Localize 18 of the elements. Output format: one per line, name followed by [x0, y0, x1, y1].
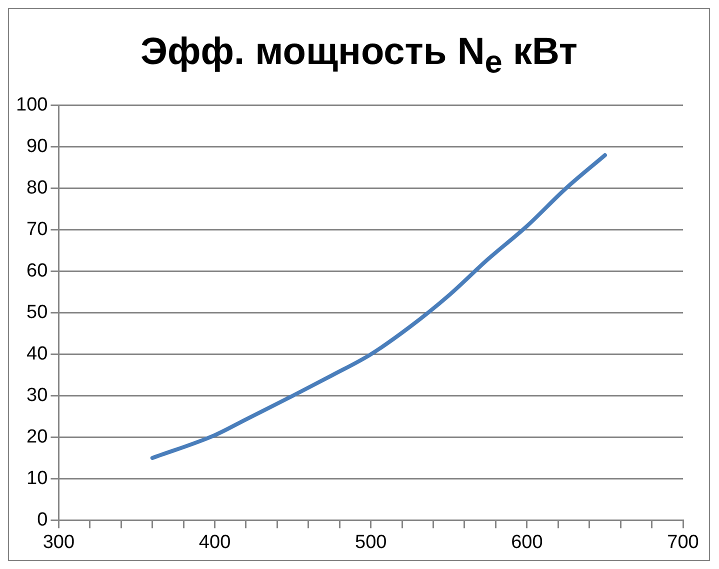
chart-title: Эфф. мощность N$_{e}$ кВт	[139, 30, 579, 82]
y-tick-label: 80	[26, 178, 48, 199]
y-tick-label: 0	[37, 509, 48, 530]
line-series	[150, 153, 607, 460]
y-tick-label: 40	[26, 344, 48, 365]
y-tick-label: 70	[26, 219, 48, 240]
x-tick-label: 500	[355, 532, 387, 553]
y-tick-label: 10	[26, 468, 48, 489]
x-tick-label: 600	[511, 532, 543, 553]
y-tick-label: 30	[26, 384, 48, 406]
x-tick-label: 300	[42, 532, 75, 553]
y-tick-label: 100	[16, 94, 48, 116]
y-tick-label: 50	[26, 302, 48, 324]
x-tick-label: 700	[667, 532, 699, 553]
y-tick-label: 60	[26, 260, 48, 282]
y-tick-label: 90	[26, 136, 48, 158]
y-tick-label: 20	[26, 426, 48, 448]
x-tick-label: 400	[198, 532, 231, 553]
